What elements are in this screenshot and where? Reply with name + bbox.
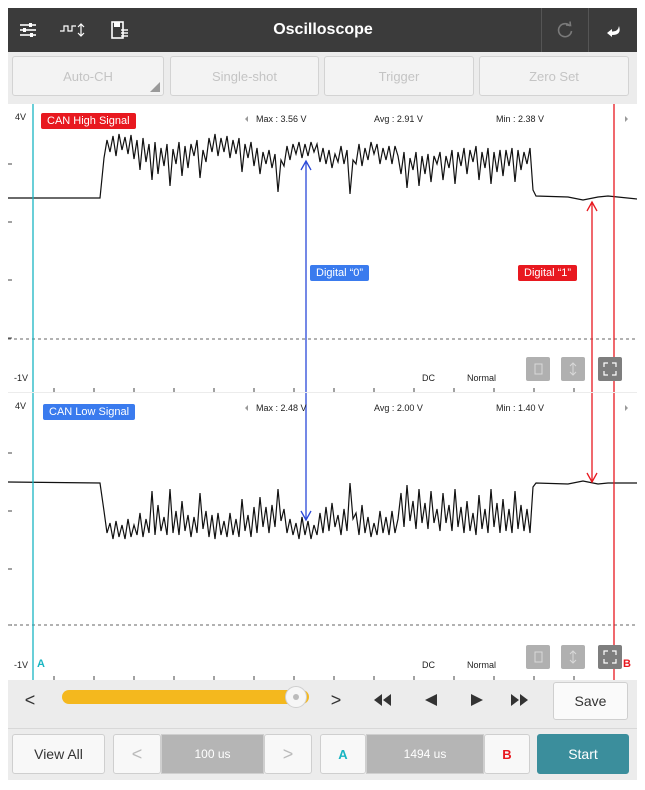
cursor-b-button[interactable]: B <box>484 734 530 774</box>
digital-zero-arrow-end <box>300 393 312 522</box>
vertical-scale-button[interactable] <box>561 645 585 669</box>
fast-forward-icon[interactable] <box>508 692 530 708</box>
channel-low-plot[interactable] <box>8 393 637 680</box>
scroll-left-icon-low <box>245 405 248 411</box>
step-forward-icon[interactable] <box>466 692 488 708</box>
digital-one-arrow <box>586 200 598 392</box>
trigger-button[interactable]: Trigger <box>324 56 474 96</box>
updown-icon <box>569 362 577 376</box>
zero-set-label: Zero Set <box>529 68 579 84</box>
save-button[interactable]: Save <box>553 682 628 720</box>
cursor-a-button[interactable]: A <box>320 734 366 774</box>
cursor-delta-value: 1494 us <box>366 734 484 774</box>
channel-high-panel: 4V CAN High Signal Max : 3.56 V Avg : 2.… <box>8 104 637 392</box>
avg-readout: Avg : 2.00 V <box>374 403 423 413</box>
scale-bottom-label: -1V <box>14 660 29 670</box>
min-readout: Min : 2.38 V <box>496 114 545 124</box>
back-icon[interactable] <box>588 8 637 52</box>
single-shot-label: Single-shot <box>211 68 278 84</box>
trigger-label: Trigger <box>378 68 420 84</box>
scroll-prev-button[interactable]: < <box>24 689 36 710</box>
channel-name-badge: CAN High Signal <box>41 113 136 129</box>
vertical-scale-button[interactable] <box>561 357 585 381</box>
avg-readout: Avg : 2.91 V <box>374 114 423 124</box>
channel-name-badge: CAN Low Signal <box>43 404 136 420</box>
channel-settings-button[interactable] <box>526 645 550 669</box>
expand-button[interactable] <box>598 645 622 669</box>
trigger-mode-label: Normal <box>467 660 497 670</box>
coupling-label: DC <box>422 373 435 383</box>
navigation-bar <box>8 680 637 728</box>
sliders-icon[interactable] <box>8 8 48 52</box>
digital-one-arrow-end <box>586 393 598 484</box>
can-high-waveform <box>8 133 637 201</box>
fast-rewind-icon[interactable] <box>372 692 394 708</box>
channel-low-panel: 4V CAN Low Signal Max : 2.48 V Avg : 2.0… <box>8 393 637 680</box>
timeline-slider[interactable] <box>62 690 309 704</box>
knob-dot-icon <box>293 694 299 700</box>
scroll-right-icon-low <box>625 405 628 411</box>
timebase-value: 100 us <box>161 734 264 774</box>
digital-zero-arrow <box>300 159 312 392</box>
can-low-waveform <box>8 480 637 540</box>
view-all-button[interactable]: View All <box>12 734 105 774</box>
auto-ch-label: Auto-CH <box>63 68 113 84</box>
coupling-label: DC <box>422 660 435 670</box>
expand-icon <box>603 650 617 664</box>
cursor-b-marker[interactable]: B <box>623 658 631 670</box>
cursor-a-marker[interactable]: A <box>37 658 45 670</box>
auto-ch-button[interactable]: Auto-CH <box>12 56 164 96</box>
scroll-right-icon <box>625 116 628 122</box>
digital-zero-label: Digital “0” <box>310 265 370 281</box>
updown-icon <box>569 650 577 664</box>
save-file-icon[interactable] <box>100 8 140 52</box>
min-readout: Min : 1.40 V <box>496 403 545 413</box>
channel-settings-button[interactable] <box>526 357 550 381</box>
single-shot-button[interactable]: Single-shot <box>170 56 319 96</box>
digital-one-label: Digital “1” <box>518 265 578 281</box>
trigger-mode-label: Normal <box>467 373 497 383</box>
max-readout: Max : 3.56 V <box>256 114 307 124</box>
timeline-slider-knob[interactable] <box>285 686 307 708</box>
step-back-icon[interactable] <box>420 692 442 708</box>
start-button[interactable]: Start <box>537 734 629 774</box>
refresh-icon[interactable] <box>541 8 588 52</box>
page-title: Oscilloscope <box>273 21 373 38</box>
scroll-next-button[interactable]: > <box>330 689 342 710</box>
expand-icon <box>603 362 617 376</box>
scroll-left-icon <box>245 116 248 122</box>
zero-set-button[interactable]: Zero Set <box>479 56 629 96</box>
title-bar: Oscilloscope <box>8 8 637 52</box>
scale-bottom-label: -1V <box>14 373 29 383</box>
mode-bar: Auto-CH Single-shot Trigger Zero Set <box>8 52 637 106</box>
doc-icon <box>534 651 543 663</box>
doc-icon <box>534 363 543 375</box>
channel-high-plot[interactable] <box>8 104 637 392</box>
scale-top-label: 4V <box>15 401 27 411</box>
oscilloscope-app: Oscilloscope Auto-CH Single-shot Trigger… <box>8 8 637 780</box>
timebase-increase-button[interactable]: > <box>264 734 312 774</box>
dropdown-corner-icon <box>150 82 160 92</box>
scale-top-label: 4V <box>15 112 27 122</box>
expand-button[interactable] <box>598 357 622 381</box>
trigger-mode-icon[interactable] <box>50 8 98 52</box>
timebase-decrease-button[interactable]: < <box>113 734 161 774</box>
max-readout: Max : 2.48 V <box>256 403 307 413</box>
